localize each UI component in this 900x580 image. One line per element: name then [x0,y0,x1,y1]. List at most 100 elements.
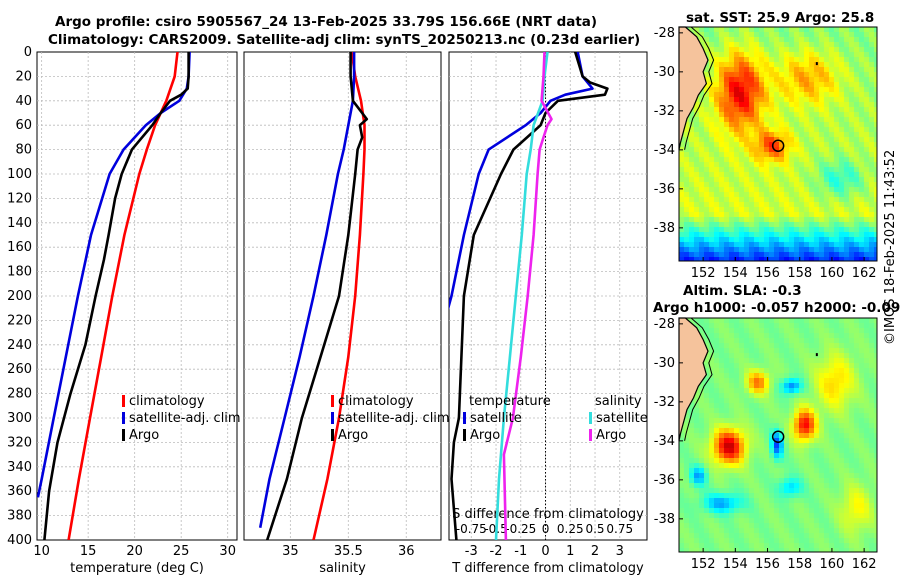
sst-map-pixel [704,142,709,147]
sst-map-pixel [809,132,814,137]
sla-map-pixel [734,348,739,353]
sst-map-pixel [804,242,809,247]
sst-map-pixel [739,127,744,132]
sst-map-pixel [849,192,854,197]
sst-map-pixel [764,32,769,37]
depth-tick-label: 300 [7,411,32,426]
sst-map-pixel [769,32,774,37]
sla-map-pixel [759,433,764,438]
sst-map-pixel [729,227,734,232]
sst-map-pixel [769,57,774,62]
sst-map-pixel [824,172,829,177]
sla-map-pixel [799,363,804,368]
sst-map-pixel [874,237,877,242]
sla-map-pixel [759,368,764,373]
sla-map-pixel [759,398,764,403]
sla-map-pixel [729,518,734,523]
sla-map-pixel [709,433,714,438]
sla-map-pixel [814,518,819,523]
sst-map-pixel [784,207,789,212]
sst-map-pixel [759,117,764,122]
sla-map-pixel [749,408,754,413]
sla-map-pixel [719,318,724,323]
sst-map-pixel [759,227,764,232]
sst-map-pixel [869,222,874,227]
sst-map-pixel [754,217,759,222]
sla-map-pixel [729,533,734,538]
sla-map-pixel [739,538,744,543]
sst-map-pixel [739,182,744,187]
sla-map-pixel [809,483,814,488]
sst-map-pixel [824,57,829,62]
sla-map-pixel [714,383,719,388]
sst-map-lat-tick-label: -36 [654,182,675,197]
sla-map-pixel [839,493,844,498]
sst-map-pixel [734,152,739,157]
sla-map-pixel [804,368,809,373]
sla-map-pixel [749,398,754,403]
sst-map-pixel [804,137,809,142]
sla-map-pixel [799,318,804,323]
sst-map-pixel [854,157,859,162]
sla-map-pixel [679,463,684,468]
sst-map-pixel [729,152,734,157]
sst-map-pixel [679,192,684,197]
s-argo-series-line [502,52,553,540]
sla-map-pixel [749,333,754,338]
sst-map-pixel [684,177,689,182]
sla-map-pixel [829,513,834,518]
sst-map-pixel [784,137,789,142]
sla-map-pixel [864,463,869,468]
sst-map-pixel [704,27,709,32]
sla-map-pixel [724,408,729,413]
sst-map-pixel [829,32,834,37]
sla-map-pixel [834,383,839,388]
sla-map-pixel [844,483,849,488]
sst-map-pixel [714,57,719,62]
sla-map-pixel [704,438,709,443]
sst-map-argo-marker [771,139,785,153]
sla-map-pixel [844,368,849,373]
sla-map-pixel [774,418,779,423]
sst-map-pixel [789,202,794,207]
sst-map-pixel [844,92,849,97]
sst-map-pixel [779,92,784,97]
sla-map-pixel [819,338,824,343]
sla-map-pixel [694,523,699,528]
sla-map-pixel [774,463,779,468]
sla-map-pixel [864,398,869,403]
sla-map-pixel [694,393,699,398]
sst-map-pixel [854,212,859,217]
sla-map-pixel [854,533,859,538]
sst-map-pixel [739,172,744,177]
sla-map-pixel [689,503,694,508]
sla-map-pixel [854,548,859,552]
sla-map-pixel [844,403,849,408]
sla-map-pixel [779,458,784,463]
sst-map-pixel [774,112,779,117]
sst-map-pixel [749,187,754,192]
sst-map-pixel [729,187,734,192]
sla-map-pixel [814,343,819,348]
sla-map-pixel [749,373,754,378]
sst-map-pixel [774,77,779,82]
sla-map-pixel [819,423,824,428]
sla-map-pixel [749,548,754,552]
sst-map-pixel [754,157,759,162]
sla-map-pixel [749,388,754,393]
sla-map-pixel [714,418,719,423]
sla-map-pixel [784,433,789,438]
sla-map-pixel [874,373,877,378]
sst-map-pixel [689,137,694,142]
sst-map-pixel [724,157,729,162]
sst-map-pixel [804,207,809,212]
diff-legend-swatch [589,429,592,441]
sst-map-pixel [834,27,839,32]
sst-map-pixel [809,82,814,87]
sla-map-pixel [684,523,689,528]
sst-map-pixel [844,67,849,72]
sla-map-pixel [849,388,854,393]
sla-map-pixel [814,393,819,398]
sst-map-pixel [719,157,724,162]
sst-map-pixel [814,187,819,192]
